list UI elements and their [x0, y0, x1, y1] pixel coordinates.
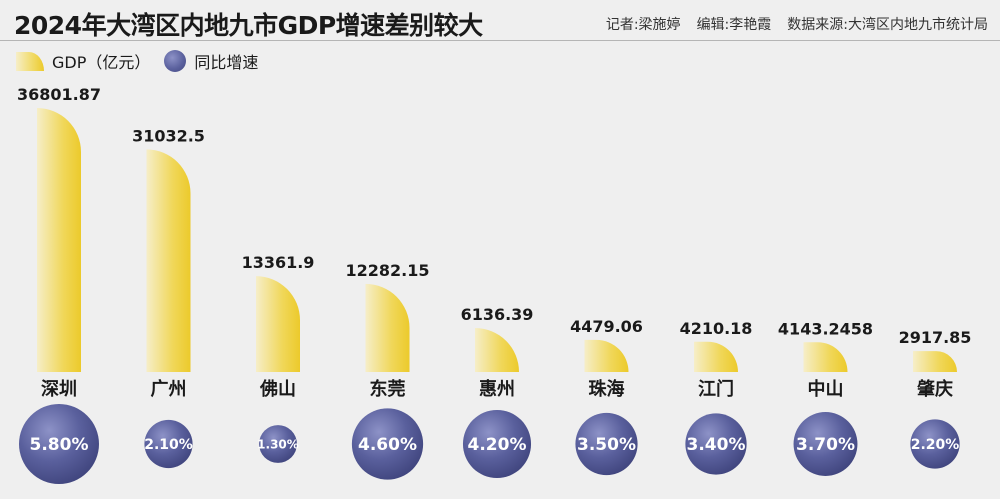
gdp-bar-7 [803, 342, 848, 372]
legend-bar-swatch-icon [16, 51, 44, 71]
legend-bubble-swatch-icon [164, 50, 187, 72]
growth-value-label: 4.60% [358, 435, 417, 455]
growth-bubble-8 [910, 419, 960, 469]
growth-value-label: 2.20% [911, 437, 960, 453]
gdp-value-label: 6136.39 [461, 305, 534, 324]
legend-growth-label: 同比增速 [194, 53, 259, 72]
growth-bubble-4 [462, 409, 532, 479]
growth-bubble-7 [793, 412, 858, 476]
growth-bubble-1 [144, 419, 193, 469]
category-label: 深圳 [41, 378, 77, 400]
growth-bubble-0 [19, 404, 99, 484]
category-label: 佛山 [259, 378, 296, 400]
category-label: 惠州 [479, 379, 515, 400]
category-label: 广州 [151, 378, 187, 400]
credits: 记者:梁施婷 编辑:李艳霞 数据来源:大湾区内地九市统计局 [606, 14, 988, 34]
growth-bubble-6 [685, 413, 747, 475]
category-label: 江门 [698, 378, 734, 400]
growth-bubble-5 [575, 412, 638, 476]
chart-title: 2024年大湾区内地九市GDP增速差别较大 [14, 11, 483, 40]
editor-credit: 编辑:李艳霞 [696, 17, 772, 33]
category-label: 中山 [808, 378, 844, 400]
category-label: 东莞 [370, 378, 406, 400]
gdp-bar-4 [475, 327, 519, 372]
gdp-bar-5 [584, 339, 629, 372]
gdp-bar-0 [37, 108, 81, 372]
growth-value-label: 3.40% [687, 435, 746, 455]
source-credit: 数据来源:大湾区内地九市统计局 [787, 17, 988, 33]
gdp-bar-1 [146, 149, 191, 372]
legend: GDP（亿元） 同比增速 [16, 48, 258, 74]
growth-value-label: 4.20% [468, 435, 527, 455]
category-label: 珠海 [589, 378, 625, 400]
gdp-bar-8 [913, 351, 957, 372]
gdp-value-label: 12282.15 [345, 261, 429, 280]
growth-value-label: 1.30% [257, 437, 299, 451]
growth-value-label: 3.70% [796, 435, 855, 455]
gdp-value-label: 2917.85 [899, 328, 972, 347]
legend-item-growth: 同比增速 [164, 49, 258, 73]
category-label: 肇庆 [916, 378, 953, 400]
growth-bubble-2 [259, 425, 297, 463]
growth-value-label: 5.80% [30, 435, 89, 455]
growth-bubble-3 [351, 408, 424, 480]
gdp-bar-6 [694, 341, 738, 372]
legend-item-gdp: GDP（亿元） [16, 49, 150, 73]
growth-value-label: 2.10% [144, 437, 193, 453]
gdp-value-label: 4210.18 [680, 319, 753, 338]
gdp-value-label: 36801.87 [17, 85, 101, 104]
gdp-bar-3 [365, 283, 410, 372]
title-divider [0, 40, 1000, 41]
gdp-value-label: 31032.5 [132, 126, 205, 145]
legend-gdp-label: GDP（亿元） [52, 53, 151, 72]
gdp-value-label: 4143.2458 [778, 319, 873, 338]
gdp-value-label: 4479.06 [570, 317, 643, 336]
reporter-credit: 记者:梁施婷 [605, 17, 681, 33]
growth-value-label: 3.50% [577, 435, 636, 455]
gdp-value-label: 13361.9 [242, 253, 315, 272]
gdp-bar-2 [256, 276, 300, 372]
